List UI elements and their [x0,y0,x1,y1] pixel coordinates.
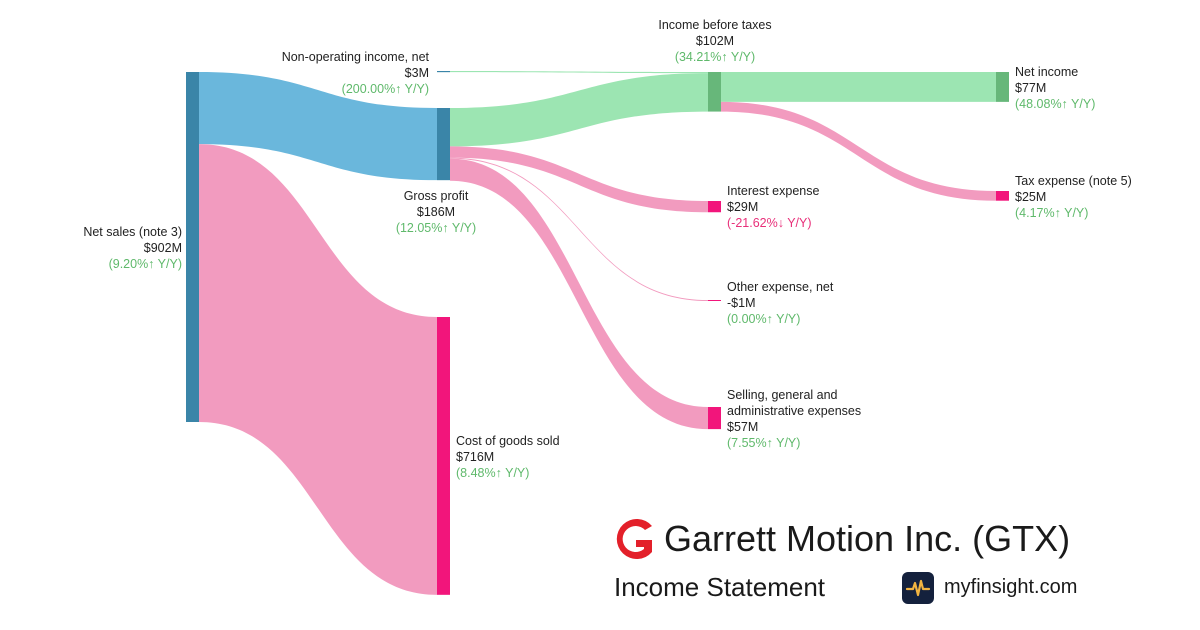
node-cogs[interactable] [437,317,450,595]
label-net_income: Net income $77M (48.08%↑ Y/Y) [1015,64,1175,112]
label-non_op: Non-operating income, net $3M (200.00%↑ Y/… [230,49,429,97]
link-gross_profit-to-other [450,157,708,301]
link-ibt-to-net_income [721,72,996,102]
link-net_sales-to-cogs [199,144,437,595]
node-change: (200.00%↑ Y/Y) [341,82,429,96]
node-value: $3M [404,66,429,80]
node-name: Selling, general and administrative expe… [727,388,862,418]
label-other: Other expense, net -$1M (0.00%↑ Y/Y) [727,279,947,327]
node-change: (4.17%↑ Y/Y) [1015,206,1089,220]
node-value: $29M [727,200,759,214]
node-tax[interactable] [996,191,1009,201]
site-link[interactable]: myfinsight.com [944,576,1078,598]
node-name: Cost of goods sold [456,434,560,448]
node-other[interactable] [708,300,721,301]
node-change: (-21.62%↓ Y/Y) [727,216,812,230]
node-value: $25M [1015,190,1047,204]
node-name: Income before taxes [658,18,772,32]
node-interest[interactable] [708,201,721,213]
node-net_income[interactable] [996,72,1009,102]
node-change: (0.00%↑ Y/Y) [727,312,801,326]
label-ibt: Income before taxes $102M (34.21%↑ Y/Y) [615,17,815,65]
label-gross_profit: Gross profit $186M (12.05%↑ Y/Y) [366,188,506,236]
garrett-logo-icon [616,519,652,559]
label-sga: Selling, general and administrative expe… [727,387,947,451]
label-interest: Interest expense $29M (-21.62%↓ Y/Y) [727,183,947,231]
link-gross_profit-to-sga [450,158,708,430]
node-name: Interest expense [727,184,820,198]
link-gross_profit-to-ibt [450,73,708,147]
node-change: (9.20%↑ Y/Y) [108,257,182,271]
label-cogs: Cost of goods sold $716M (8.48%↑ Y/Y) [456,433,656,481]
node-name: Net sales (note 3) [83,225,182,239]
node-name: Other expense, net [727,280,834,294]
link-gross_profit-to-interest [450,146,708,213]
node-change: (7.55%↑ Y/Y) [727,436,801,450]
link-ibt-to-tax [721,101,996,201]
node-name: Tax expense (note 5) [1015,174,1132,188]
node-non_op[interactable] [437,71,450,73]
node-name: Gross profit [403,189,469,203]
company-title: Garrett Motion Inc. (GTX) [664,518,1071,559]
label-net_sales: Net sales (note 3) $902M (9.20%↑ Y/Y) [20,224,182,272]
node-value: $57M [727,420,759,434]
sankey-links [199,71,996,595]
myfinsight-logo-icon [902,572,934,604]
node-name: Non-operating income, net [281,50,429,64]
node-change: (8.48%↑ Y/Y) [456,466,530,480]
node-change: (12.05%↑ Y/Y) [395,221,477,235]
node-sga[interactable] [708,407,721,430]
label-tax: Tax expense (note 5) $25M (4.17%↑ Y/Y) [1015,173,1185,221]
node-value: $186M [416,205,456,219]
node-gross_profit[interactable] [437,108,450,181]
link-non_op-to-ibt [450,71,708,74]
brand-block: Garrett Motion Inc. (GTX) Income Stateme… [612,514,1172,614]
link-net_sales-to-gross_profit [199,72,437,181]
node-value: -$1M [727,296,756,310]
node-value: $902M [143,241,182,255]
sankey-nodes [186,71,1009,595]
node-change: (48.08%↑ Y/Y) [1015,97,1096,111]
node-change: (34.21%↑ Y/Y) [674,50,756,64]
node-net_sales[interactable] [186,72,199,422]
node-value: $716M [456,450,495,464]
node-value: $77M [1015,81,1047,95]
node-name: Net income [1015,65,1079,79]
node-ibt[interactable] [708,72,721,112]
statement-subtitle: Income Statement [614,572,825,602]
node-value: $102M [695,34,735,48]
